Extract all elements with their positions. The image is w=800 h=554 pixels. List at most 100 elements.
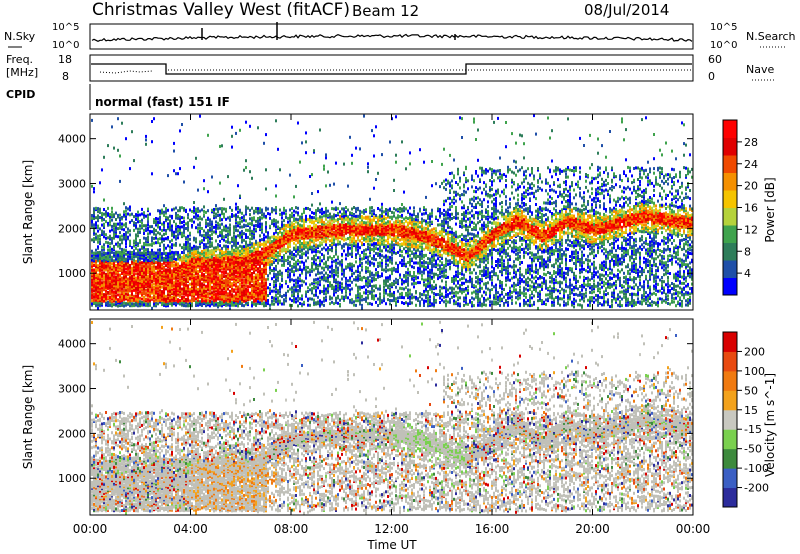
power-pixel [241,269,243,273]
power-pixel [113,146,115,150]
power-pixel [153,264,155,268]
power-pixel [287,249,289,253]
power-pixel [227,255,229,258]
power-pixel [115,287,117,291]
power-pixel [195,212,197,216]
power-pixel [269,236,271,240]
power-pixel [281,263,283,267]
power-pixel [181,289,183,293]
power-pixel [91,285,93,289]
power-pixel [291,211,293,215]
power-pixel [211,250,213,254]
power-pixel [327,275,329,279]
power-pixel [345,286,347,289]
power-pixel [189,282,191,286]
power-pixel [187,225,189,229]
power-pixel [131,302,133,306]
power-pixel [239,294,241,298]
power-pixel [353,239,355,242]
power-pixel [233,225,235,229]
power-pixel [193,273,195,277]
power-pixel [239,302,241,305]
power-pixel [265,240,267,244]
power-pixel [323,286,325,290]
power-pixel [211,287,213,291]
power-pixel [229,263,231,266]
power-pixel [135,278,137,282]
power-pixel [233,283,235,287]
power-pixel [155,233,157,237]
power-pixel [325,230,327,234]
power-pixel [215,230,217,234]
power-pixel [321,215,323,219]
power-pixel [153,286,155,289]
power-pixel [253,288,255,292]
power-pixel [199,289,201,293]
power-pixel [305,268,307,272]
power-pixel [269,260,271,264]
power-pixel [325,206,327,210]
power-pixel [267,240,269,244]
power-pixel [233,255,235,259]
power-pixel [91,220,93,224]
power-pixel [251,296,253,300]
power-pixel [337,218,339,221]
power-pixel [345,280,347,284]
power-pixel [357,266,359,270]
power-pixel [235,285,237,289]
power-pixel [205,266,207,269]
power-pixel [299,160,301,164]
power-pixel [129,280,131,283]
power-pixel [133,159,135,163]
power-pixel [119,279,121,283]
power-pixel [217,297,219,301]
power-pixel [263,288,265,291]
power-pixel [263,281,265,285]
power-pixel [179,253,181,257]
power-pixel [321,271,323,275]
power-pixel [169,274,171,278]
power-pixel [219,223,221,227]
power-pixel [105,294,107,298]
power-pixel [121,295,123,299]
power-pixel [247,295,249,299]
power-pixel [91,214,93,217]
power-pixel [217,284,219,288]
power-pixel [93,210,95,214]
power-pixel [279,242,281,246]
power-pixel [201,250,203,253]
power-pixel [215,294,217,298]
power-pixel [187,286,189,290]
power-pixel [153,270,155,274]
power-pixel [211,237,213,241]
power-pixel [305,259,307,263]
power-pixel [249,278,251,282]
power-pixel [191,252,193,255]
power-pixel [341,272,343,276]
power-pixel [243,286,245,290]
power-pixel [129,239,131,243]
power-pixel [253,218,255,222]
power-pixel [241,240,243,244]
power-pixel [165,296,167,300]
power-pixel [195,304,197,307]
power-pixel [143,285,145,289]
power-pixel [183,257,185,261]
power-pixel [237,246,239,250]
power-pixel [129,220,131,224]
power-pixel [273,254,275,258]
power-pixel [317,256,319,260]
power-pixel [199,295,201,299]
power-pixel [151,239,153,243]
power-pixel [143,215,145,219]
power-pixel [161,240,163,244]
power-pixel [291,221,293,225]
power-pixel [97,283,99,287]
power-pixel [239,300,241,304]
power-pixel [235,256,237,260]
power-pixel [113,213,115,217]
nave-dotted-trace-early [99,70,153,74]
power-pixel [241,281,243,285]
power-pixel [305,227,307,231]
power-pixel [105,278,107,282]
